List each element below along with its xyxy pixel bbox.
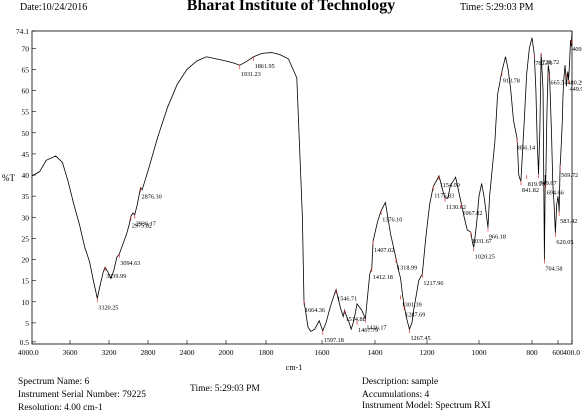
peak-label: 2936.17 (136, 221, 156, 228)
x-tick-label: 2800 (141, 348, 156, 357)
peak-label: 569.72 (561, 172, 578, 179)
y-tick-label: 25 (22, 234, 30, 243)
peak-label: 694.66 (547, 189, 564, 196)
y-tick-label: 0.5 (20, 338, 30, 347)
peak-label: 1130.62 (446, 204, 466, 211)
x-tick-label: 800 (526, 348, 538, 357)
peak-label: 3320.25 (98, 304, 118, 311)
y-tick-label: 40 (22, 171, 30, 180)
peak-label: 856.14 (518, 145, 535, 152)
y-tick-label: 5 (25, 319, 29, 328)
peak-label: 1020.25 (475, 253, 495, 260)
y-tick-label: 60 (22, 87, 30, 96)
peak-label: 2876.30 (142, 194, 162, 201)
peak-label: 749.67 (540, 180, 557, 187)
y-axis-label: %T (2, 173, 15, 183)
x-tick-label: 1600 (315, 348, 330, 357)
peak-label: 3239.99 (106, 273, 126, 280)
peak-label: 1267.45 (410, 335, 430, 342)
peak-label: 480.29 (567, 80, 582, 87)
x-tick-label: 400.0 (563, 348, 580, 357)
peak-label: 1301.39 (402, 301, 422, 308)
x-tick-label: 1400 (368, 348, 383, 357)
peak-label: 1861.95 (255, 63, 275, 70)
peak-label: 1664.36 (305, 307, 325, 314)
instrument-serial: Instrument Serial Number: 79225 (18, 390, 146, 400)
peak-label: 913.78 (503, 78, 520, 85)
x-axis-label: cm-1 (286, 363, 302, 372)
peak-label: 1154.09 (440, 182, 460, 189)
peak-label: 1318.99 (397, 265, 417, 272)
x-tick-label: 3200 (102, 348, 117, 357)
x-tick-label: 2400 (180, 348, 195, 357)
peak-label: 1376.10 (382, 217, 402, 224)
y-tick-label: 45 (22, 150, 30, 159)
x-tick-label: 600 (552, 348, 564, 357)
y-tick-label: 20 (22, 256, 30, 265)
y-tick-label: 65 (22, 65, 30, 74)
x-tick-label: 3600 (63, 348, 78, 357)
report-time: Time: 5:29:03 PM (460, 2, 534, 13)
report-date: Date:10/24/2016 (20, 2, 88, 13)
peak-label: 1407.02 (374, 247, 394, 254)
peak-label: 449.96 (570, 86, 582, 93)
plot-frame (31, 30, 573, 345)
peak-label: 2975.82 (132, 222, 152, 229)
peak-label: 1514.88 (346, 316, 366, 323)
y-tick-label: 30 (22, 213, 30, 222)
peak-label: 583.42 (560, 218, 577, 225)
instrument-model: Instrument Model: Spectrum RXI (362, 401, 491, 411)
y-tick-label: 50 (22, 129, 30, 138)
peak-label: 1412.18 (373, 274, 393, 281)
peak-label: 1175.83 (434, 192, 454, 199)
peak-label: 409.79 (572, 46, 582, 53)
resolution: Resolution: 4.00 cm-1 (18, 403, 103, 413)
y-tick-label: 74.1 (16, 27, 29, 36)
y-tick-label: 70 (22, 44, 30, 53)
peak-label: 819.99 (528, 181, 545, 188)
peak-label: 3094.63 (120, 260, 140, 267)
report-title: Bharat Institute of Technology (186, 0, 396, 14)
peak-label: 1546.71 (337, 296, 357, 303)
y-tick-label: 15 (22, 277, 30, 286)
peak-label: 665.54 (550, 80, 567, 87)
x-tick-label: 1200 (420, 348, 435, 357)
peak-label: 1031.67 (472, 238, 492, 245)
y-tick-label: 10 (22, 298, 30, 307)
accumulations: Accumulations: 4 (362, 390, 430, 400)
y-tick-label: 35 (22, 192, 30, 201)
peak-label: 1467.79 (358, 327, 378, 334)
peak-label: 704.58 (545, 266, 562, 273)
x-axis: 4000.0 3600 3200 2800 2400 2000 1800 1600 1400 12… (18, 340, 580, 357)
spectrum-name: Spectrum Name: 6 (18, 377, 90, 387)
footer-time: Time: 5:29:03 PM (190, 384, 260, 394)
peak-label: 620.05 (556, 239, 573, 246)
spectrum-line (31, 31, 573, 333)
x-tick-label: 4000.0 (18, 348, 39, 357)
peak-label: 729.72 (542, 59, 559, 66)
peak-label: 1597.18 (324, 337, 344, 344)
peak-label: 1217.96 (423, 280, 443, 287)
y-tick-label: 55 (22, 108, 30, 117)
peak-label: 966.18 (489, 233, 506, 240)
x-tick-label: 1000 (472, 348, 487, 357)
peak-label: 782.36 (535, 60, 552, 67)
x-tick-label: 1800 (259, 348, 274, 357)
y-axis: 0.5 5 10 15 20 25 30 35 40 45 50 55 60 65 70 74.1 (16, 27, 36, 347)
x-tick-label: 2000 (219, 348, 234, 357)
peak-label: 1287.69 (405, 312, 425, 319)
peak-label: 1931.23 (241, 71, 261, 78)
description: Description: sample (362, 377, 439, 387)
peak-label: 1436.17 (366, 325, 386, 332)
peak-label: 841.82 (522, 187, 539, 194)
peak-label: 1067.82 (462, 210, 482, 217)
